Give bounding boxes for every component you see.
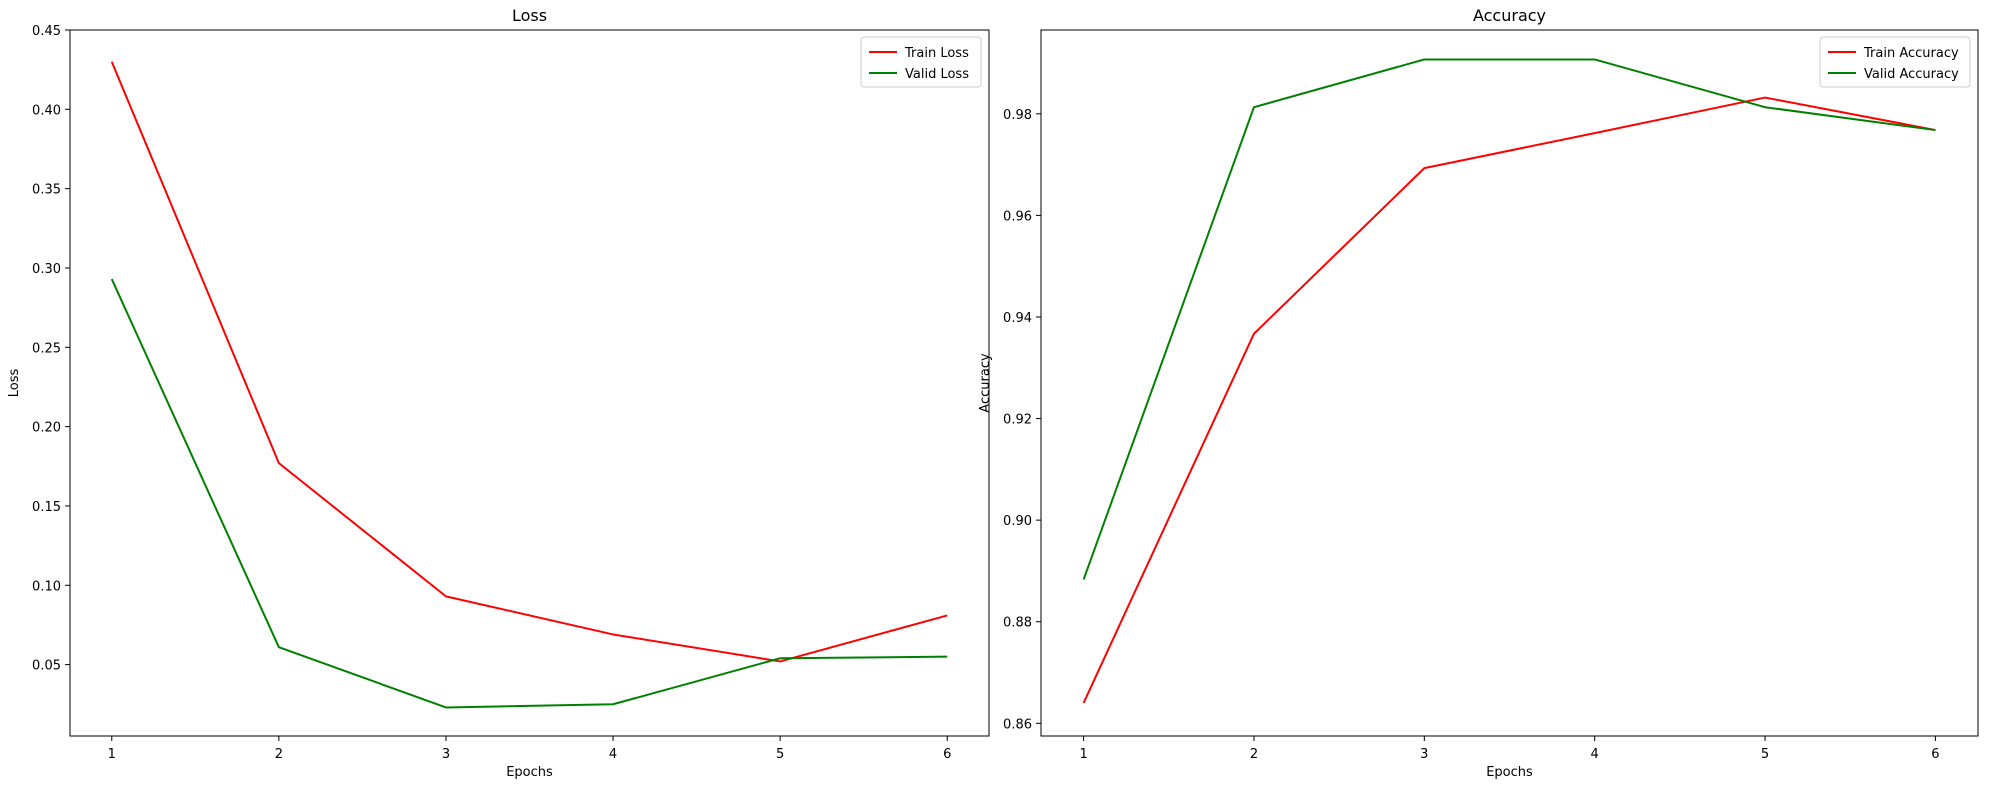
y-tick-label: 0.45 (32, 24, 61, 39)
series-line-valid-loss (110, 278, 948, 709)
x-tick-label: 5 (1761, 747, 1769, 762)
y-tick-label: 0.05 (32, 659, 61, 674)
y-tick-label: 0.88 (1003, 616, 1032, 631)
x-axis-label: Epochs (1486, 765, 1533, 780)
loss-chart: Loss 1 2 3 4 5 6 0.05 0.10 0.15 0.20 0.25 0.30 0.35 0.… (7, 6, 990, 780)
legend-label-train-loss: Train Loss (904, 46, 969, 61)
chart-title: Accuracy (1473, 6, 1546, 25)
y-tick-label: 0.15 (32, 500, 61, 515)
legend-label-valid-loss: Valid Loss (905, 67, 969, 82)
y-axis-label: Accuracy (978, 353, 993, 413)
legend-label-train-accuracy: Train Accuracy (1863, 46, 1959, 61)
y-tick-label: 0.98 (1003, 108, 1032, 123)
legend-label-valid-accuracy: Valid Accuracy (1864, 67, 1959, 82)
x-axis-label: Epochs (506, 765, 553, 780)
x-tick-label: 3 (1420, 747, 1428, 762)
x-tick-label: 5 (776, 747, 784, 762)
y-tick-label: 0.90 (1003, 514, 1032, 529)
chart-title: Loss (512, 6, 547, 25)
y-tick-label: 0.20 (32, 421, 61, 436)
plot-frame (1040, 29, 1979, 737)
series-line-train-loss (110, 61, 948, 663)
x-tick-label: 1 (108, 747, 116, 762)
x-tick-label: 4 (609, 747, 617, 762)
legend: Train Accuracy Valid Accuracy (1819, 36, 1971, 88)
y-tick-label: 0.86 (1003, 717, 1032, 732)
x-tick-label: 3 (442, 747, 450, 762)
legend: Train Loss Valid Loss (860, 36, 982, 88)
x-tick-label: 2 (275, 747, 283, 762)
x-tick-label: 6 (1931, 747, 1939, 762)
x-tick-label: 6 (943, 747, 951, 762)
series-line-valid-accuracy (1082, 58, 1936, 580)
series-line-train-accuracy (1082, 96, 1936, 704)
y-tick-label: 0.10 (32, 579, 61, 594)
y-tick-label: 0.96 (1003, 209, 1032, 224)
legend-box (860, 36, 982, 88)
plot-frame (69, 29, 990, 737)
y-tick-label: 0.94 (1003, 311, 1032, 326)
y-tick-label: 0.92 (1003, 413, 1032, 428)
legend-box (1819, 36, 1971, 88)
x-tick-label: 2 (1250, 747, 1258, 762)
y-tick-label: 0.30 (32, 262, 61, 277)
y-tick-label: 0.25 (32, 341, 61, 356)
y-tick-label: 0.40 (32, 103, 61, 118)
y-tick-label: 0.35 (32, 183, 61, 198)
y-axis-label: Loss (7, 369, 22, 398)
x-tick-label: 1 (1079, 747, 1087, 762)
x-tick-label: 4 (1591, 747, 1599, 762)
accuracy-chart: Accuracy 1 2 3 4 5 6 0.86 0.88 0.90 0.92 0.94 0.96 0.… (978, 6, 1979, 780)
